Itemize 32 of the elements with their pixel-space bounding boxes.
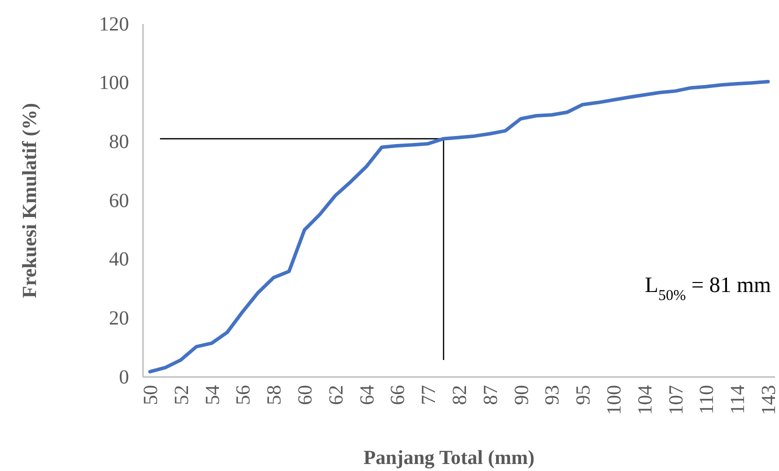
y-axis-title: Frekuesi Kmulatif (%) bbox=[19, 102, 41, 298]
x-tick-label: 95 bbox=[572, 385, 595, 405]
x-tick-label: 107 bbox=[665, 385, 688, 415]
y-tick-label: 20 bbox=[109, 308, 129, 330]
x-tick-label: 66 bbox=[387, 385, 410, 405]
y-tick-label: 100 bbox=[99, 72, 129, 94]
y-tick-label: 80 bbox=[109, 131, 129, 154]
y-tick-label: 0 bbox=[119, 366, 129, 388]
x-tick-label: 87 bbox=[480, 385, 502, 405]
annotation: L$_{50%}$ = 81 mm bbox=[644, 272, 771, 304]
y-tick-label: 120 bbox=[99, 13, 129, 36]
x-tick-label: 110 bbox=[696, 385, 718, 414]
line-series bbox=[148, 80, 770, 374]
x-tick-label: 54 bbox=[202, 385, 224, 405]
x-tick-label: 143 bbox=[758, 385, 779, 415]
x-axis-title: Panjang Total (mm) bbox=[363, 447, 535, 469]
x-tick-label: 100 bbox=[604, 385, 626, 415]
x-tick-label: 62 bbox=[325, 385, 348, 405]
x-tick-label: 56 bbox=[232, 385, 255, 405]
x-tick-label: 60 bbox=[294, 385, 316, 405]
x-tick-label: 93 bbox=[542, 385, 564, 405]
x-tick-label: 50 bbox=[140, 385, 162, 405]
x-tick-label: 64 bbox=[356, 385, 378, 405]
x-tick-label: 104 bbox=[634, 385, 656, 415]
x-tick-label: 114 bbox=[727, 385, 750, 414]
x-tick-label: 58 bbox=[264, 385, 286, 405]
x-tick-label: 90 bbox=[510, 385, 533, 405]
x-tick-label: 82 bbox=[449, 385, 471, 405]
x-tick-label: 52 bbox=[170, 385, 193, 405]
y-tick-label: 40 bbox=[109, 248, 129, 271]
y-tick-label: 60 bbox=[109, 190, 129, 212]
x-tick-label: 77 bbox=[418, 385, 440, 405]
